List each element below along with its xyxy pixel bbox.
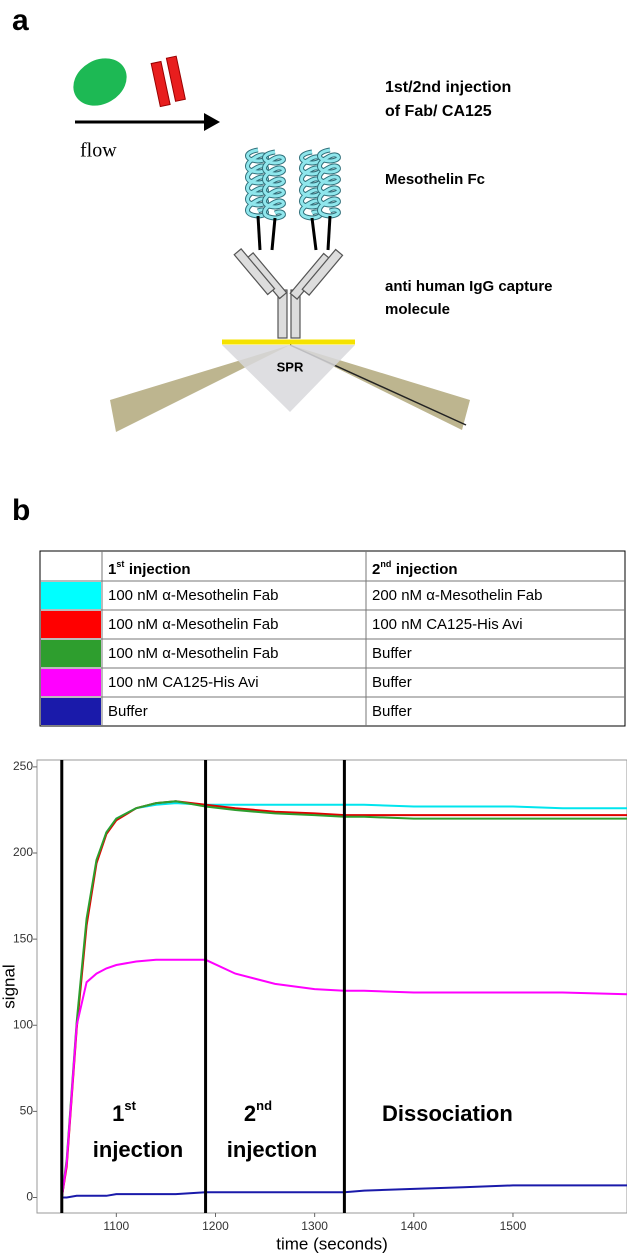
table-cell: Buffer (372, 674, 412, 691)
fc-stalk (310, 217, 318, 251)
panel-label: a (12, 4, 29, 37)
annotation: 1st (112, 1098, 136, 1125)
plot-frame (36, 759, 627, 1214)
x-tick-label: 1200 (202, 1219, 229, 1233)
header-cell: 2nd injection (372, 559, 458, 578)
color-swatch (41, 698, 101, 725)
ligand-label: Mesothelin Fc (385, 171, 485, 188)
annotation: 2nd (244, 1098, 272, 1125)
color-swatch (41, 582, 101, 609)
header-cell-sup: st (116, 559, 124, 569)
injection-label: of Fab/ CA125 (385, 103, 492, 120)
y-tick-label: 50 (20, 1104, 34, 1118)
ca125-icon (150, 55, 186, 108)
annotation-number: 2 (244, 1101, 256, 1126)
fc-stalk (326, 215, 332, 251)
table-cell: 100 nM CA125-His Avi (108, 674, 259, 691)
y-tick-label: 250 (13, 759, 33, 773)
color-swatch (41, 640, 101, 667)
helix (300, 150, 322, 220)
x-tick-label: 1400 (400, 1219, 427, 1233)
annotation: injection (227, 1137, 317, 1162)
fc-stalk (256, 215, 262, 251)
y-axis-label: signal (0, 964, 18, 1008)
header-cell-number: 2 (372, 561, 380, 578)
annotation: injection (93, 1137, 183, 1162)
x-tick-label: 1500 (500, 1219, 527, 1233)
y-tick-label: 150 (13, 931, 33, 945)
capture-label: anti human IgG capture (385, 278, 553, 295)
annotation-sup: nd (256, 1098, 272, 1113)
annotation-sup: st (124, 1098, 136, 1113)
table-cell: 200 nM α-Mesothelin Fab (372, 587, 542, 604)
annotation-number: 1 (112, 1101, 124, 1126)
x-tick-label: 1300 (301, 1219, 328, 1233)
x-axis-label: time (seconds) (276, 1234, 387, 1253)
table-cell: 100 nM α-Mesothelin Fab (108, 616, 278, 633)
prism-label: SPR (277, 359, 304, 374)
annotation: Dissociation (382, 1101, 513, 1126)
helix (246, 148, 268, 218)
helix (318, 148, 340, 218)
arrow-head (204, 113, 220, 131)
color-swatch (41, 669, 101, 696)
header-cell-text: injection (396, 561, 458, 578)
table-cell: 100 nM α-Mesothelin Fab (108, 587, 278, 604)
table-cell: 100 nM α-Mesothelin Fab (108, 645, 278, 662)
y-tick-label: 200 (13, 845, 33, 859)
x-tick-label: 1100 (103, 1219, 129, 1233)
capture-label: molecule (385, 301, 450, 318)
panel-label: b (12, 494, 30, 527)
capture-antibody (233, 248, 344, 339)
y-tick-label: 100 (13, 1017, 33, 1031)
injection-label: 1st/2nd injection (385, 79, 511, 96)
header-cell-sup: nd (380, 559, 391, 569)
table-cell: Buffer (372, 645, 412, 662)
table-cell: 100 nM CA125-His Avi (372, 616, 523, 633)
fc-stalk (270, 217, 277, 251)
chart: 0 50 100 150 200 250 1100 1200 1300 1400 1500 time … (0, 759, 627, 1253)
y-tick-label: 0 (26, 1190, 33, 1204)
fab-icon (73, 58, 127, 106)
table-cell: Buffer (108, 703, 148, 720)
color-swatch (41, 611, 101, 638)
mesothelin-fc (245, 147, 341, 251)
header-cell: 1st injection (108, 559, 191, 578)
header-cell-text: injection (129, 561, 191, 578)
flow-label: flow (80, 140, 117, 162)
helix (263, 150, 285, 220)
table: 1st injection 2nd injection 100 nM α-Mesothe… (39, 550, 626, 727)
prism (222, 345, 355, 412)
table-cell: Buffer (372, 703, 412, 720)
header-cell-number: 1 (108, 561, 116, 578)
